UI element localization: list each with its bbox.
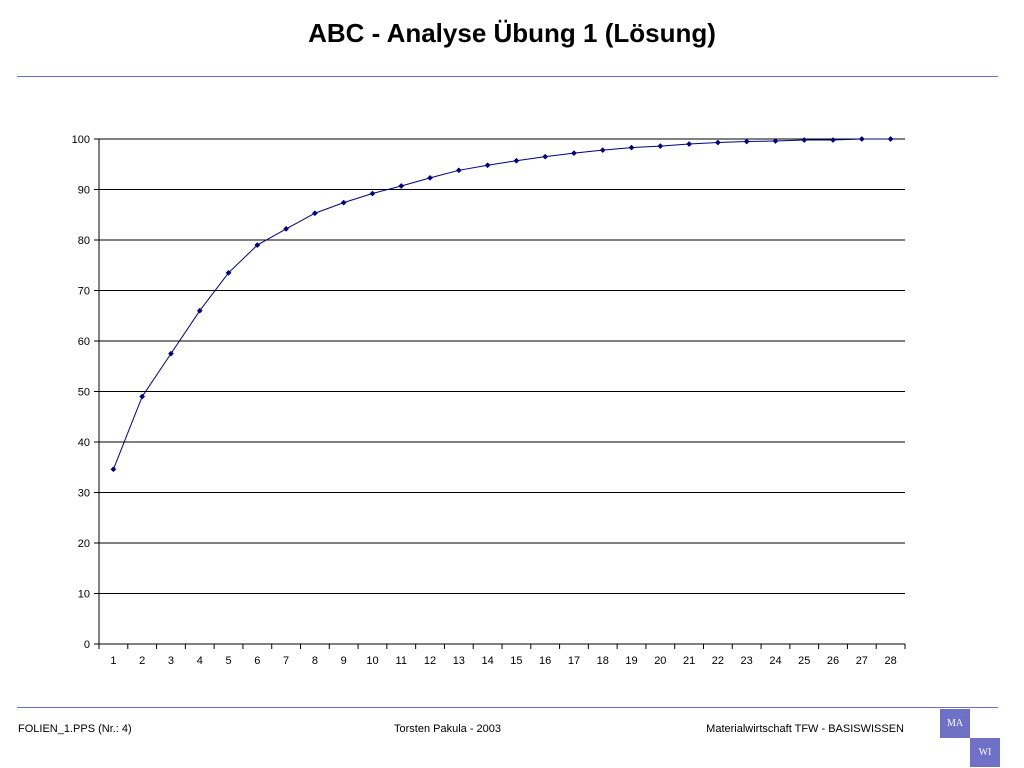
data-point <box>455 167 462 174</box>
data-point <box>571 150 577 157</box>
data-point <box>484 162 491 169</box>
data-point <box>542 153 549 160</box>
axes <box>94 138 906 649</box>
x-tick-label: 3 <box>168 655 174 667</box>
x-tick-label: 25 <box>798 655 810 667</box>
data-point <box>686 141 693 148</box>
y-tick-label: 0 <box>84 639 90 651</box>
data-point <box>398 183 405 189</box>
x-tick-label: 15 <box>510 655 522 667</box>
x-tick-label: 1 <box>110 655 116 667</box>
y-tick-label: 70 <box>78 286 90 298</box>
data-point <box>110 466 117 473</box>
x-tick-label: 22 <box>712 655 724 667</box>
x-tick-label: 12 <box>424 655 436 667</box>
data-point <box>513 157 520 164</box>
y-tick-label: 60 <box>78 336 90 348</box>
footer-filename: FOLIEN_1.PPS (Nr.: 4) <box>18 723 132 735</box>
data-point <box>311 210 318 217</box>
x-tick-label: 26 <box>827 655 839 667</box>
x-tick-label: 21 <box>683 655 695 667</box>
x-tick-label: 6 <box>254 655 260 667</box>
x-tick-label: 11 <box>396 655 407 667</box>
footer-course: Materialwirtschaft TFW - BASISWISSEN <box>706 723 904 735</box>
data-point <box>599 147 606 154</box>
data-point <box>887 136 894 142</box>
y-tick-label: 90 <box>78 185 90 197</box>
x-tick-label: 8 <box>312 655 318 667</box>
x-tick-label: 18 <box>597 655 609 667</box>
data-point <box>340 199 347 206</box>
x-tick-label: 4 <box>197 655 203 667</box>
x-tick-label: 24 <box>769 655 781 667</box>
institution-logo: MA WI <box>940 709 1002 767</box>
y-tick-label: 100 <box>72 134 90 146</box>
data-point <box>830 137 836 143</box>
x-tick-label: 7 <box>283 655 289 667</box>
data-point <box>254 242 261 249</box>
data-point <box>369 190 376 197</box>
x-tick-label: 9 <box>341 655 347 667</box>
x-tick-label: 23 <box>741 655 753 667</box>
x-tick-label: 19 <box>625 655 637 667</box>
series-line <box>112 138 891 470</box>
y-tick-labels: 0 10 20 30 40 50 60 70 80 90 100 <box>72 134 90 651</box>
x-tick-label: 27 <box>856 655 868 667</box>
data-point <box>858 136 865 142</box>
y-tick-label: 20 <box>78 538 90 550</box>
x-tick-label: 28 <box>884 655 896 667</box>
y-tick-label: 80 <box>78 235 90 247</box>
y-tick-label: 10 <box>78 589 90 601</box>
x-tick-label: 17 <box>568 655 580 667</box>
title-divider <box>17 76 998 77</box>
x-tick-label: 16 <box>539 655 551 667</box>
data-point <box>139 393 146 400</box>
x-tick-label: 10 <box>366 655 378 667</box>
footer-divider <box>17 707 998 708</box>
x-tick-label: 14 <box>481 655 493 667</box>
x-tick-label: 2 <box>139 655 145 667</box>
slide-title: ABC - Analyse Übung 1 (Lösung) <box>308 18 716 48</box>
x-tick-label: 20 <box>654 655 666 667</box>
data-point <box>225 269 232 276</box>
data-point <box>743 138 750 145</box>
data-point <box>714 139 721 146</box>
y-tick-label: 30 <box>78 488 90 500</box>
data-point <box>168 350 174 357</box>
x-tick-labels: 1 2 3 4 5 6 7 8 9 10 11 12 13 14 15 16 17 18 19 20 21 22 23 24 2… <box>110 655 896 667</box>
data-point <box>427 174 433 181</box>
data-point <box>801 137 808 143</box>
data-point <box>283 225 290 232</box>
data-point <box>772 138 779 144</box>
gridlines <box>99 138 905 594</box>
data-series <box>110 136 894 473</box>
logo-box-wi: WI <box>970 738 1000 767</box>
data-point <box>196 307 203 314</box>
data-point <box>628 144 635 151</box>
data-point <box>657 143 664 150</box>
x-tick-label: 5 <box>225 655 231 667</box>
x-tick-label: 13 <box>453 655 465 667</box>
y-tick-label: 40 <box>78 437 90 449</box>
logo-box-ma: MA <box>940 709 970 738</box>
footer-author: Torsten Pakula - 2003 <box>394 723 502 735</box>
y-tick-label: 50 <box>78 387 90 399</box>
